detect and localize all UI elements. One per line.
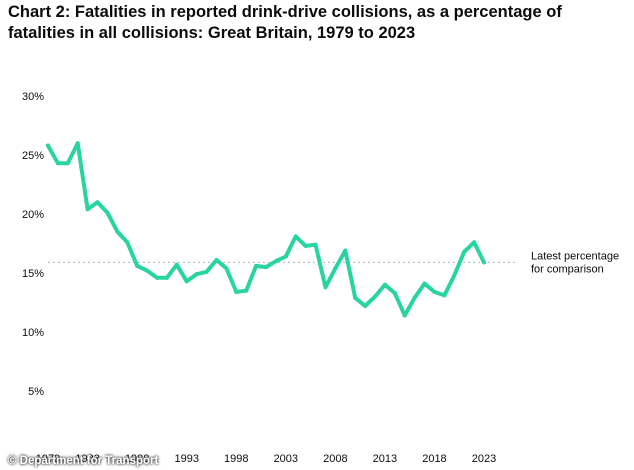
data-point-1985 [105,210,110,215]
data-point-2011 [363,304,368,309]
x-tick-label: 1998 [224,453,248,465]
data-point-2015 [402,313,407,318]
y-tick-label: 25% [22,150,44,162]
data-point-1995 [204,269,209,274]
y-tick-25: 25% [22,150,44,162]
data-point-2007 [323,285,328,290]
reference-label-line2: for comparison [531,263,604,275]
data-point-1997 [224,266,229,271]
data-point-2013 [382,282,387,287]
data-point-2002 [273,259,278,264]
data-point-2003 [283,254,288,259]
x-tick-label: 2003 [274,453,298,465]
x-tick-label: 2018 [422,453,446,465]
x-tick-label: 1983 [75,453,99,465]
x-tick-label: 1979 [36,453,60,465]
data-point-2008 [333,266,338,271]
data-point-1990 [155,275,159,280]
data-point-2000 [254,263,259,268]
data-point-2018 [432,289,437,294]
data-point-1996 [214,258,219,263]
data-point-1980 [55,161,60,166]
y-tick-20: 20% [22,209,44,221]
y-axis-ticks: 5% 10% 15% 20% 25% 30% [22,91,44,398]
y-tick-label: 5% [28,386,44,398]
source-credit: © Department for Transport [8,455,159,467]
data-point-1992 [174,262,179,267]
data-point-2016 [412,295,417,300]
data-point-1986 [115,229,120,234]
data-point-2017 [422,281,427,286]
data-point-2014 [392,291,397,296]
y-tick-5: 5% [28,386,44,398]
series-line-fatalities-percentage [46,141,486,318]
data-point-2023 [482,260,486,265]
x-tick-1998: 1998 [224,453,248,465]
data-point-2005 [303,243,308,248]
y-tick-30: 30% [22,91,44,103]
data-point-1988 [135,263,140,268]
x-tick-1983: 1983 [75,453,99,465]
data-point-2009 [343,248,348,253]
data-point-1998 [234,289,239,294]
data-point-1993 [184,279,189,284]
y-tick-label: 10% [22,327,44,339]
series-points [46,141,486,318]
data-point-2022 [472,240,477,245]
data-point-1999 [244,288,249,293]
data-point-1982 [75,141,80,146]
reference-label-line1: Latest percentage [531,250,619,262]
x-tick-2023: 2023 [472,453,496,465]
x-tick-2003: 2003 [274,453,298,465]
x-tick-label: 1993 [174,453,198,465]
x-tick-1979: 1979 [36,453,60,465]
data-point-1989 [145,268,150,273]
y-tick-10: 10% [22,327,44,339]
x-tick-label: 2008 [323,453,347,465]
data-point-1991 [164,275,169,280]
x-tick-2018: 2018 [422,453,446,465]
y-tick-15: 15% [22,268,44,280]
y-tick-label: 20% [22,209,44,221]
data-point-2006 [313,242,318,247]
x-tick-1993: 1993 [174,453,198,465]
data-point-1983 [85,207,90,212]
x-tick-1988: 1988 [125,453,149,465]
data-point-2020 [452,273,457,278]
x-tick-2008: 2008 [323,453,347,465]
x-tick-label: 2013 [373,453,397,465]
data-point-2021 [462,249,467,254]
data-point-2001 [264,265,268,270]
x-axis-ticks: 1979 1983 1988 1993 1998 2003 2008 2013 2018 2023 [36,453,496,465]
data-point-2012 [373,294,377,299]
x-tick-label: 1988 [125,453,149,465]
x-tick-label: 2023 [472,453,496,465]
data-point-1984 [95,200,100,205]
chart-title: Chart 2: Fatalities in reported drink-dr… [8,3,562,42]
data-point-2010 [353,295,358,300]
y-tick-label: 30% [22,91,44,103]
data-point-2019 [442,293,447,298]
data-point-1987 [125,240,130,245]
x-tick-2013: 2013 [373,453,397,465]
data-point-1994 [194,272,199,277]
data-point-2004 [293,234,298,239]
data-point-1981 [65,161,70,166]
data-point-1979 [46,143,50,148]
y-tick-label: 15% [22,268,44,280]
